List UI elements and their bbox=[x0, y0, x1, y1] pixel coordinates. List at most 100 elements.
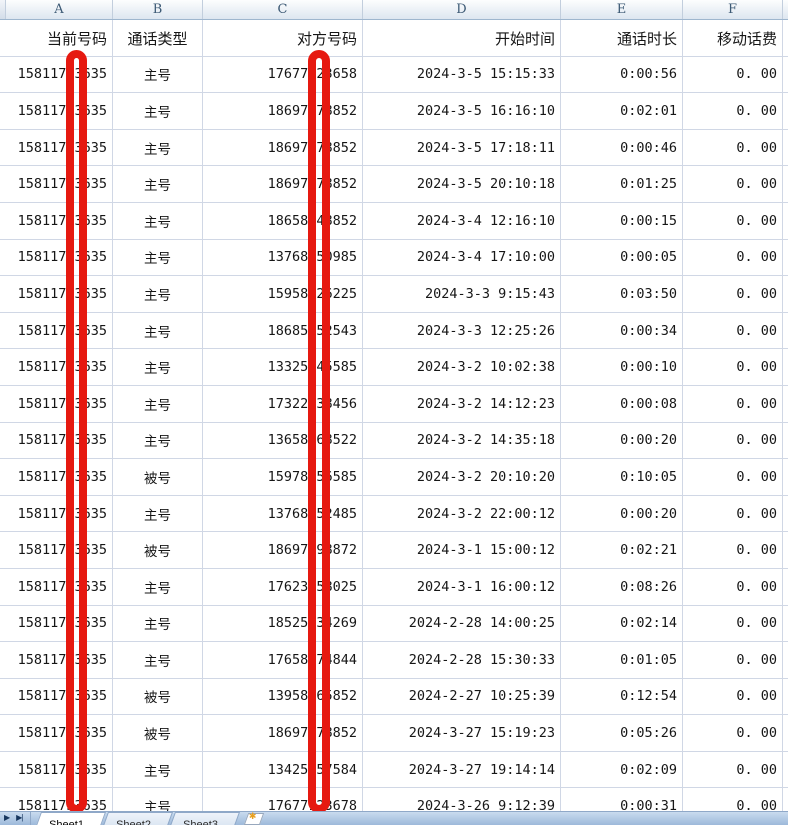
next-sheet-button[interactable]: ▶ bbox=[4, 813, 10, 822]
cell-mobile-fee[interactable]: 0. 00 bbox=[683, 642, 783, 679]
column-header-C[interactable]: C bbox=[203, 0, 363, 19]
cell-duration[interactable]: 0:02:14 bbox=[561, 605, 683, 643]
cell-call-type[interactable]: 被号 bbox=[113, 532, 203, 569]
cell-other-number[interactable]: 18525534269 bbox=[203, 605, 363, 643]
cell-mobile-fee[interactable]: 0. 00 bbox=[683, 715, 783, 752]
cell-current-number[interactable]: 15811753635 bbox=[0, 422, 113, 460]
header-cell-duration[interactable]: 通话时长 bbox=[561, 20, 683, 57]
cell-start-time[interactable]: 2024-3-2 10:02:38 bbox=[363, 349, 561, 386]
cell-call-type[interactable]: 主号 bbox=[113, 166, 203, 203]
cell-call-type[interactable]: 被号 bbox=[113, 459, 203, 496]
column-header-D[interactable]: D bbox=[363, 0, 561, 19]
cell-mobile-fee[interactable]: 0. 00 bbox=[683, 56, 783, 94]
cell-current-number[interactable]: 15811753635 bbox=[0, 605, 113, 643]
cell-mobile-fee[interactable]: 0. 00 bbox=[683, 276, 783, 313]
cell-duration[interactable]: 0:08:26 bbox=[561, 568, 683, 606]
cell-mobile-fee[interactable]: 0. 00 bbox=[683, 678, 783, 716]
cell-other-number[interactable]: 13768252485 bbox=[203, 495, 363, 533]
cell-current-number[interactable]: 15811753635 bbox=[0, 715, 113, 752]
header-cell-start-time[interactable]: 开始时间 bbox=[363, 20, 561, 57]
cell-start-time[interactable]: 2024-3-27 19:14:14 bbox=[363, 751, 561, 789]
cell-start-time[interactable]: 2024-2-28 15:30:33 bbox=[363, 642, 561, 679]
cell-current-number[interactable]: 15811753635 bbox=[0, 202, 113, 240]
cell-duration[interactable]: 0:01:25 bbox=[561, 166, 683, 203]
column-header-E[interactable]: E bbox=[561, 0, 683, 19]
cell-current-number[interactable]: 15811753635 bbox=[0, 751, 113, 789]
cell-duration[interactable]: 0:00:46 bbox=[561, 129, 683, 167]
cell-duration[interactable]: 0:02:09 bbox=[561, 751, 683, 789]
cell-mobile-fee[interactable]: 0. 00 bbox=[683, 312, 783, 350]
cell-start-time[interactable]: 2024-3-1 16:00:12 bbox=[363, 568, 561, 606]
column-header-F[interactable]: F bbox=[683, 0, 783, 19]
cell-other-number[interactable]: 17322338456 bbox=[203, 385, 363, 423]
cell-mobile-fee[interactable]: 0. 00 bbox=[683, 166, 783, 203]
cell-call-type[interactable]: 主号 bbox=[113, 56, 203, 94]
cell-call-type[interactable]: 主号 bbox=[113, 751, 203, 789]
cell-duration[interactable]: 0:00:20 bbox=[561, 422, 683, 460]
cell-current-number[interactable]: 15811753635 bbox=[0, 678, 113, 716]
cell-mobile-fee[interactable]: 0. 00 bbox=[683, 93, 783, 130]
cell-call-type[interactable]: 主号 bbox=[113, 312, 203, 350]
cell-call-type[interactable]: 主号 bbox=[113, 276, 203, 313]
cell-other-number[interactable]: 13325845585 bbox=[203, 349, 363, 386]
cell-duration[interactable]: 0:12:54 bbox=[561, 678, 683, 716]
sheet-tab-sheet3[interactable]: Sheet3 bbox=[167, 812, 241, 825]
cell-mobile-fee[interactable]: 0. 00 bbox=[683, 239, 783, 277]
cell-call-type[interactable]: 主号 bbox=[113, 495, 203, 533]
cell-start-time[interactable]: 2024-3-27 15:19:23 bbox=[363, 715, 561, 752]
cell-current-number[interactable]: 15811753635 bbox=[0, 642, 113, 679]
cell-start-time[interactable]: 2024-3-2 14:12:23 bbox=[363, 385, 561, 423]
insert-worksheet-button[interactable]: ✱ bbox=[243, 812, 265, 825]
cell-other-number[interactable]: 17658474844 bbox=[203, 642, 363, 679]
cell-duration[interactable]: 0:01:05 bbox=[561, 642, 683, 679]
cell-current-number[interactable]: 15811753635 bbox=[0, 312, 113, 350]
cell-start-time[interactable]: 2024-3-3 9:15:43 bbox=[363, 276, 561, 313]
cell-call-type[interactable]: 主号 bbox=[113, 349, 203, 386]
cell-other-number[interactable]: 18697378852 bbox=[203, 715, 363, 752]
cell-other-number[interactable]: 18697398872 bbox=[203, 532, 363, 569]
cell-mobile-fee[interactable]: 0. 00 bbox=[683, 422, 783, 460]
cell-current-number[interactable]: 15811753635 bbox=[0, 56, 113, 94]
column-header-A[interactable]: A bbox=[6, 0, 113, 19]
cell-call-type[interactable]: 被号 bbox=[113, 715, 203, 752]
cell-call-type[interactable]: 主号 bbox=[113, 239, 203, 277]
cell-call-type[interactable]: 主号 bbox=[113, 642, 203, 679]
cell-call-type[interactable]: 被号 bbox=[113, 678, 203, 716]
cell-current-number[interactable]: 15811753635 bbox=[0, 568, 113, 606]
cell-call-type[interactable]: 主号 bbox=[113, 605, 203, 643]
header-cell-other-number[interactable]: 对方号码 bbox=[203, 20, 363, 57]
cell-current-number[interactable]: 15811753635 bbox=[0, 532, 113, 569]
cell-other-number[interactable]: 13425557584 bbox=[203, 751, 363, 789]
cell-start-time[interactable]: 2024-3-2 14:35:18 bbox=[363, 422, 561, 460]
cell-start-time[interactable]: 2024-3-2 20:10:20 bbox=[363, 459, 561, 496]
cell-current-number[interactable]: 15811753635 bbox=[0, 459, 113, 496]
cell-mobile-fee[interactable]: 0. 00 bbox=[683, 129, 783, 167]
sheet-tab-sheet1[interactable]: Sheet1 bbox=[33, 812, 107, 825]
cell-duration[interactable]: 0:00:08 bbox=[561, 385, 683, 423]
cell-mobile-fee[interactable]: 0. 00 bbox=[683, 532, 783, 569]
cell-call-type[interactable]: 主号 bbox=[113, 568, 203, 606]
cell-mobile-fee[interactable]: 0. 00 bbox=[683, 751, 783, 789]
cell-current-number[interactable]: 15811753635 bbox=[0, 385, 113, 423]
cell-current-number[interactable]: 15811753635 bbox=[0, 166, 113, 203]
cell-duration[interactable]: 0:00:56 bbox=[561, 56, 683, 94]
sheet-tab-sheet2[interactable]: Sheet2 bbox=[100, 812, 174, 825]
cell-other-number[interactable]: 18697378852 bbox=[203, 166, 363, 203]
cell-call-type[interactable]: 主号 bbox=[113, 202, 203, 240]
cell-mobile-fee[interactable]: 0. 00 bbox=[683, 459, 783, 496]
cell-other-number[interactable]: 18685652543 bbox=[203, 312, 363, 350]
cell-duration[interactable]: 0:00:15 bbox=[561, 202, 683, 240]
cell-start-time[interactable]: 2024-3-5 16:16:10 bbox=[363, 93, 561, 130]
cell-call-type[interactable]: 主号 bbox=[113, 422, 203, 460]
last-sheet-button[interactable]: ▶| bbox=[16, 813, 23, 822]
column-header-B[interactable]: B bbox=[113, 0, 203, 19]
cell-call-type[interactable]: 主号 bbox=[113, 93, 203, 130]
cell-current-number[interactable]: 15811753635 bbox=[0, 349, 113, 386]
cell-duration[interactable]: 0:00:10 bbox=[561, 349, 683, 386]
cell-start-time[interactable]: 2024-3-5 20:10:18 bbox=[363, 166, 561, 203]
cell-mobile-fee[interactable]: 0. 00 bbox=[683, 202, 783, 240]
cell-current-number[interactable]: 15811753635 bbox=[0, 93, 113, 130]
cell-current-number[interactable]: 15811753635 bbox=[0, 129, 113, 167]
cell-duration[interactable]: 0:00:34 bbox=[561, 312, 683, 350]
cell-call-type[interactable]: 主号 bbox=[113, 385, 203, 423]
